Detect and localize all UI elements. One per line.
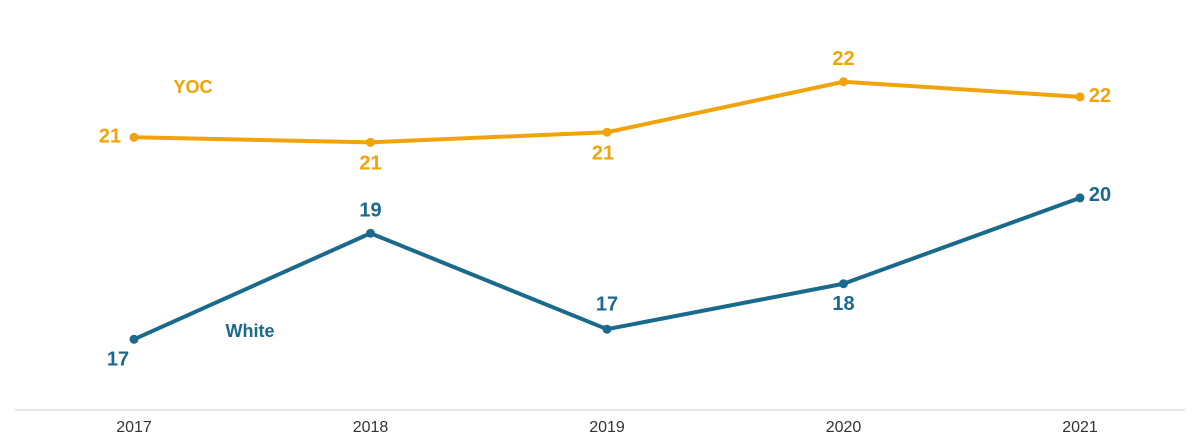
data-point: [1075, 92, 1085, 102]
data-point: [129, 334, 139, 344]
x-tick-label: 2018: [353, 419, 389, 436]
data-label: 19: [359, 200, 381, 222]
x-tick-label: 2017: [116, 419, 152, 436]
data-point: [839, 279, 848, 289]
data-point: [839, 77, 848, 87]
series-name: White: [226, 321, 275, 341]
series-line: [133, 196, 1081, 342]
data-label: 22: [1089, 85, 1111, 107]
data-label: 17: [596, 293, 618, 315]
data-label: 21: [99, 126, 121, 148]
data-label: 21: [592, 143, 614, 165]
data-point: [602, 324, 612, 334]
data-point: [602, 127, 612, 137]
data-label: 21: [359, 153, 381, 175]
data-point: [366, 228, 375, 238]
data-label: 17: [107, 349, 129, 371]
data-label: 20: [1089, 184, 1111, 206]
data-point: [129, 132, 139, 142]
data-point: [366, 137, 375, 147]
data-point: [1075, 193, 1085, 203]
data-label: 18: [832, 293, 854, 315]
series-name: YOC: [173, 77, 212, 97]
data-label: 22: [832, 48, 854, 70]
x-tick-label: 2019: [589, 419, 625, 436]
x-tick-label: 2020: [826, 419, 862, 436]
x-tick-label: 2021: [1062, 419, 1098, 436]
